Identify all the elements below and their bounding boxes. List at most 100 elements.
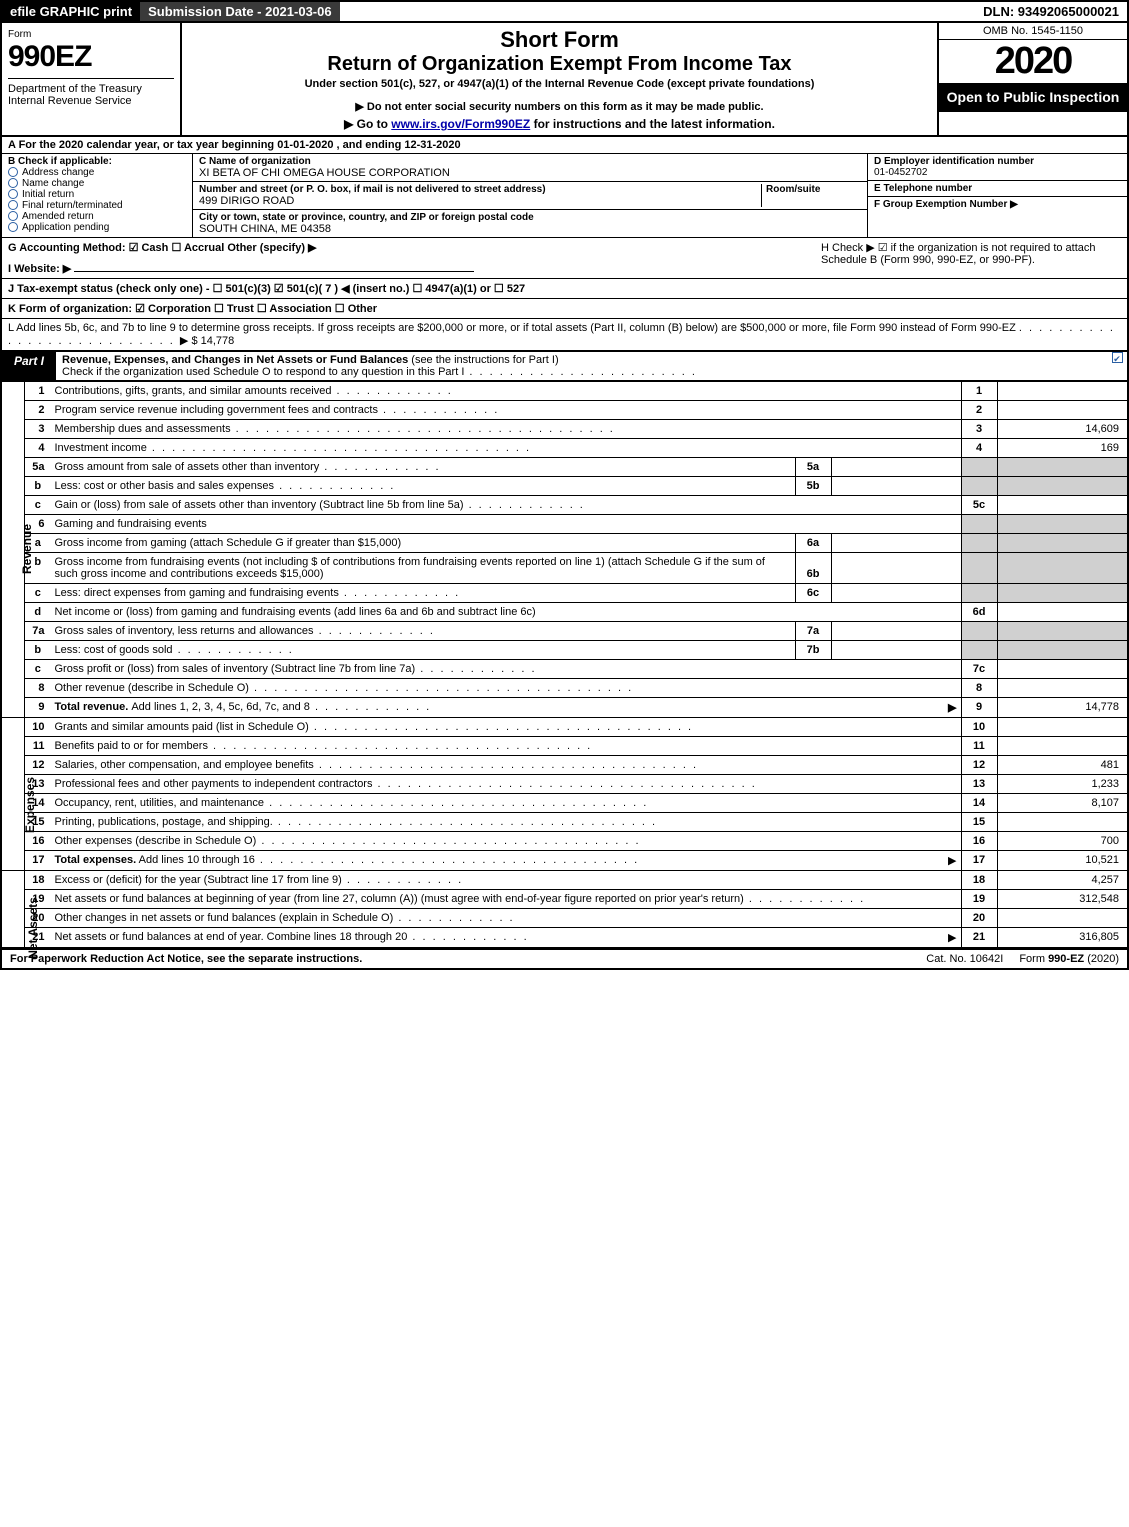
expenses-section: Expenses 10Grants and similar amounts pa… — [0, 717, 1129, 870]
line-1-desc: Contributions, gifts, grants, and simila… — [51, 382, 962, 401]
phone-label: E Telephone number — [874, 183, 1121, 194]
line-15-desc: Printing, publications, postage, and shi… — [51, 813, 962, 832]
revenue-side-label: Revenue — [2, 381, 24, 717]
tax-year: 2020 — [939, 40, 1127, 83]
line-17-desc: Total expenses. Add lines 10 through 16 … — [51, 851, 962, 871]
form-word: Form — [8, 29, 174, 40]
box-c: C Name of organization XI BETA OF CHI OM… — [192, 154, 867, 237]
city-value: SOUTH CHINA, ME 04358 — [199, 223, 861, 235]
line-5b-desc: Less: cost or other basis and sales expe… — [51, 477, 796, 496]
netassets-side-label: Net Assets — [2, 870, 24, 947]
line-18-desc: Excess or (deficit) for the year (Subtra… — [51, 871, 962, 890]
chk-address-change[interactable]: Address change — [8, 167, 186, 178]
line-6b-desc: Gross income from fundraising events (no… — [51, 553, 796, 584]
netassets-section: Net Assets 18Excess or (deficit) for the… — [0, 870, 1129, 949]
group-exemption-label: F Group Exemption Number ▶ — [874, 199, 1018, 210]
line-19-val: 312,548 — [997, 890, 1127, 909]
dln-label: DLN: 93492065000021 — [975, 2, 1127, 21]
line-6d-desc: Net income or (loss) from gaming and fun… — [51, 603, 962, 622]
line-16-desc: Other expenses (describe in Schedule O) — [51, 832, 962, 851]
form-id-block: Form 990EZ Department of the Treasury In… — [2, 23, 182, 135]
part-1-tab: Part I — [2, 352, 56, 380]
department-1: Department of the Treasury — [8, 78, 174, 95]
paperwork-notice: For Paperwork Reduction Act Notice, see … — [2, 950, 370, 968]
line-14-desc: Occupancy, rent, utilities, and maintena… — [51, 794, 962, 813]
open-to-public: Open to Public Inspection — [939, 83, 1127, 112]
cat-no: Cat. No. 10642I — [918, 950, 1011, 968]
city-label: City or town, state or province, country… — [199, 212, 861, 223]
line-7a-desc: Gross sales of inventory, less returns a… — [51, 622, 796, 641]
line-10-desc: Grants and similar amounts paid (list in… — [51, 718, 962, 737]
line-9-val: 14,778 — [997, 698, 1127, 718]
line-1-no: 1 — [961, 382, 997, 401]
submission-date-label: Submission Date - 2021-03-06 — [140, 2, 340, 21]
line-12-val: 481 — [997, 756, 1127, 775]
row-g: G Accounting Method: ☑ Cash ☐ Accrual Ot… — [8, 241, 811, 254]
line-13-desc: Professional fees and other payments to … — [51, 775, 962, 794]
org-name-label: C Name of organization — [199, 156, 861, 167]
line-14-val: 8,107 — [997, 794, 1127, 813]
line-18-val: 4,257 — [997, 871, 1127, 890]
line-16-val: 700 — [997, 832, 1127, 851]
block-bcde: B Check if applicable: Address change Na… — [0, 154, 1129, 238]
revenue-section: Revenue 1Contributions, gifts, grants, a… — [0, 381, 1129, 717]
line-7b-desc: Less: cost of goods sold — [51, 641, 796, 660]
line-4-desc: Investment income — [51, 439, 962, 458]
form-meta-block: OMB No. 1545-1150 2020 Open to Public In… — [937, 23, 1127, 135]
line-7c-desc: Gross profit or (loss) from sales of inv… — [51, 660, 962, 679]
ein-value: 01-0452702 — [874, 167, 1121, 178]
expenses-side-label: Expenses — [2, 717, 24, 870]
chk-application-pending[interactable]: Application pending — [8, 222, 186, 233]
line-6a-desc: Gross income from gaming (attach Schedul… — [51, 534, 796, 553]
line-19-desc: Net assets or fund balances at beginning… — [51, 890, 962, 909]
box-b-title: B Check if applicable: — [8, 156, 186, 167]
row-h: H Check ▶ ☑ if the organization is not r… — [811, 241, 1121, 275]
form-title-block: Short Form Return of Organization Exempt… — [182, 23, 937, 135]
line-5c-desc: Gain or (loss) from sale of assets other… — [51, 496, 962, 515]
row-l: L Add lines 5b, 6c, and 7b to line 9 to … — [0, 319, 1129, 351]
row-gh: G Accounting Method: ☑ Cash ☐ Accrual Ot… — [0, 238, 1129, 279]
row-k: K Form of organization: ☑ Corporation ☐ … — [0, 299, 1129, 319]
row-a-tax-year: A For the 2020 calendar year, or tax yea… — [0, 137, 1129, 154]
form-ref: Form 990-EZ (2020) — [1011, 950, 1127, 968]
line-21-desc: Net assets or fund balances at end of ye… — [51, 928, 962, 948]
org-name: XI BETA OF CHI OMEGA HOUSE CORPORATION — [199, 167, 861, 179]
instructions-line: ▶ Go to www.irs.gov/Form990EZ for instru… — [190, 117, 929, 131]
line-13-val: 1,233 — [997, 775, 1127, 794]
title-shortform: Short Form — [190, 27, 929, 53]
room-label: Room/suite — [766, 184, 861, 195]
line-5a-desc: Gross amount from sale of assets other t… — [51, 458, 796, 477]
chk-amended-return[interactable]: Amended return — [8, 211, 186, 222]
title-main: Return of Organization Exempt From Incom… — [190, 53, 929, 76]
part-1-title: Revenue, Expenses, and Changes in Net As… — [56, 352, 1107, 380]
line-3-desc: Membership dues and assessments — [51, 420, 962, 439]
line-1-num: 1 — [25, 382, 51, 401]
ein-label: D Employer identification number — [874, 156, 1121, 167]
line-20-desc: Other changes in net assets or fund bala… — [51, 909, 962, 928]
line-21-val: 316,805 — [997, 928, 1127, 948]
row-j: J Tax-exempt status (check only one) - ☐… — [0, 279, 1129, 299]
ssn-warning: ▶ Do not enter social security numbers o… — [190, 100, 929, 113]
line-1-val — [997, 382, 1127, 401]
irs-link[interactable]: www.irs.gov/Form990EZ — [391, 117, 530, 131]
row-i: I Website: ▶ — [8, 262, 811, 275]
chk-final-return[interactable]: Final return/terminated — [8, 200, 186, 211]
addr-label: Number and street (or P. O. box, if mail… — [199, 184, 761, 195]
line-12-desc: Salaries, other compensation, and employ… — [51, 756, 962, 775]
efile-print-label[interactable]: efile GRAPHIC print — [2, 2, 140, 21]
form-header: Form 990EZ Department of the Treasury In… — [0, 23, 1129, 137]
line-11-desc: Benefits paid to or for members — [51, 737, 962, 756]
line-3-val: 14,609 — [997, 420, 1127, 439]
line-2-desc: Program service revenue including govern… — [51, 401, 962, 420]
addr-value: 499 DIRIGO ROAD — [199, 195, 761, 207]
line-2-num: 2 — [25, 401, 51, 420]
form-number: 990EZ — [8, 40, 174, 74]
part-1-header: Part I Revenue, Expenses, and Changes in… — [0, 351, 1129, 381]
top-bar: efile GRAPHIC print Submission Date - 20… — [0, 0, 1129, 23]
chk-initial-return[interactable]: Initial return — [8, 189, 186, 200]
box-b: B Check if applicable: Address change Na… — [2, 154, 192, 237]
line-8-desc: Other revenue (describe in Schedule O) — [51, 679, 962, 698]
chk-name-change[interactable]: Name change — [8, 178, 186, 189]
part-1-checkbox[interactable] — [1107, 352, 1127, 380]
page-footer: For Paperwork Reduction Act Notice, see … — [0, 949, 1129, 970]
